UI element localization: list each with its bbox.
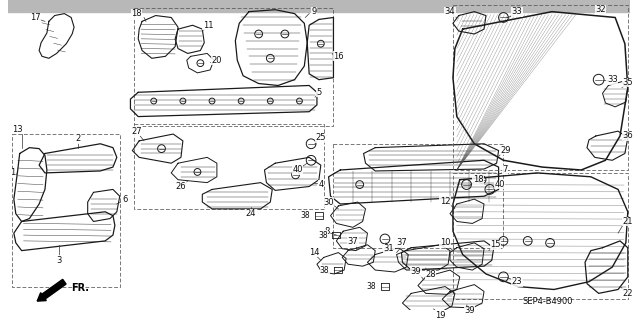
Text: 39: 39 [411,268,421,277]
Text: 21: 21 [623,217,633,226]
Bar [8,0,630,12]
Text: 38: 38 [318,231,328,240]
FancyArrow shape [37,279,66,301]
Text: 9: 9 [312,7,317,16]
Text: 38: 38 [367,282,376,291]
Text: 38: 38 [320,265,330,275]
Text: 33: 33 [511,7,522,16]
Text: 39: 39 [464,306,475,315]
Text: 40: 40 [494,180,505,189]
Text: 30: 30 [323,197,334,207]
Text: 6: 6 [122,195,127,204]
Text: 20: 20 [212,56,222,65]
Text: 11: 11 [203,21,213,30]
Text: SEP4-B4900: SEP4-B4900 [523,297,573,306]
Text: 12: 12 [440,197,451,205]
Text: 24: 24 [246,209,256,218]
Text: 38: 38 [300,211,310,220]
Text: 18: 18 [473,175,483,184]
Text: 13: 13 [12,125,23,134]
Text: 37: 37 [348,237,358,246]
Text: 15: 15 [490,240,501,249]
Text: 37: 37 [396,238,407,247]
Text: 17: 17 [30,13,40,22]
Text: 35: 35 [623,78,633,87]
Text: 23: 23 [512,277,522,286]
Text: 29: 29 [500,146,511,155]
Text: 16: 16 [333,52,344,61]
Text: 28: 28 [426,271,436,279]
Text: 25: 25 [316,133,326,143]
Text: 33: 33 [607,75,618,84]
Text: 26: 26 [175,182,186,191]
Text: 18: 18 [131,9,141,18]
Text: 40: 40 [292,166,303,174]
Text: 7: 7 [502,166,508,174]
Text: 14: 14 [308,248,319,257]
Text: 27: 27 [131,127,141,136]
Text: 4: 4 [318,180,323,189]
Text: 32: 32 [595,5,606,14]
Text: 2: 2 [76,134,81,144]
Text: 5: 5 [316,88,321,97]
Text: 10: 10 [440,238,451,247]
Text: 31: 31 [383,244,394,253]
Text: 1: 1 [10,168,15,177]
Text: 3: 3 [56,256,61,265]
Text: 34: 34 [445,7,455,16]
Text: 19: 19 [435,311,445,319]
Text: 8: 8 [324,227,330,236]
Text: 36: 36 [623,131,633,140]
Text: 22: 22 [623,289,633,298]
Text: FR.: FR. [71,283,89,293]
